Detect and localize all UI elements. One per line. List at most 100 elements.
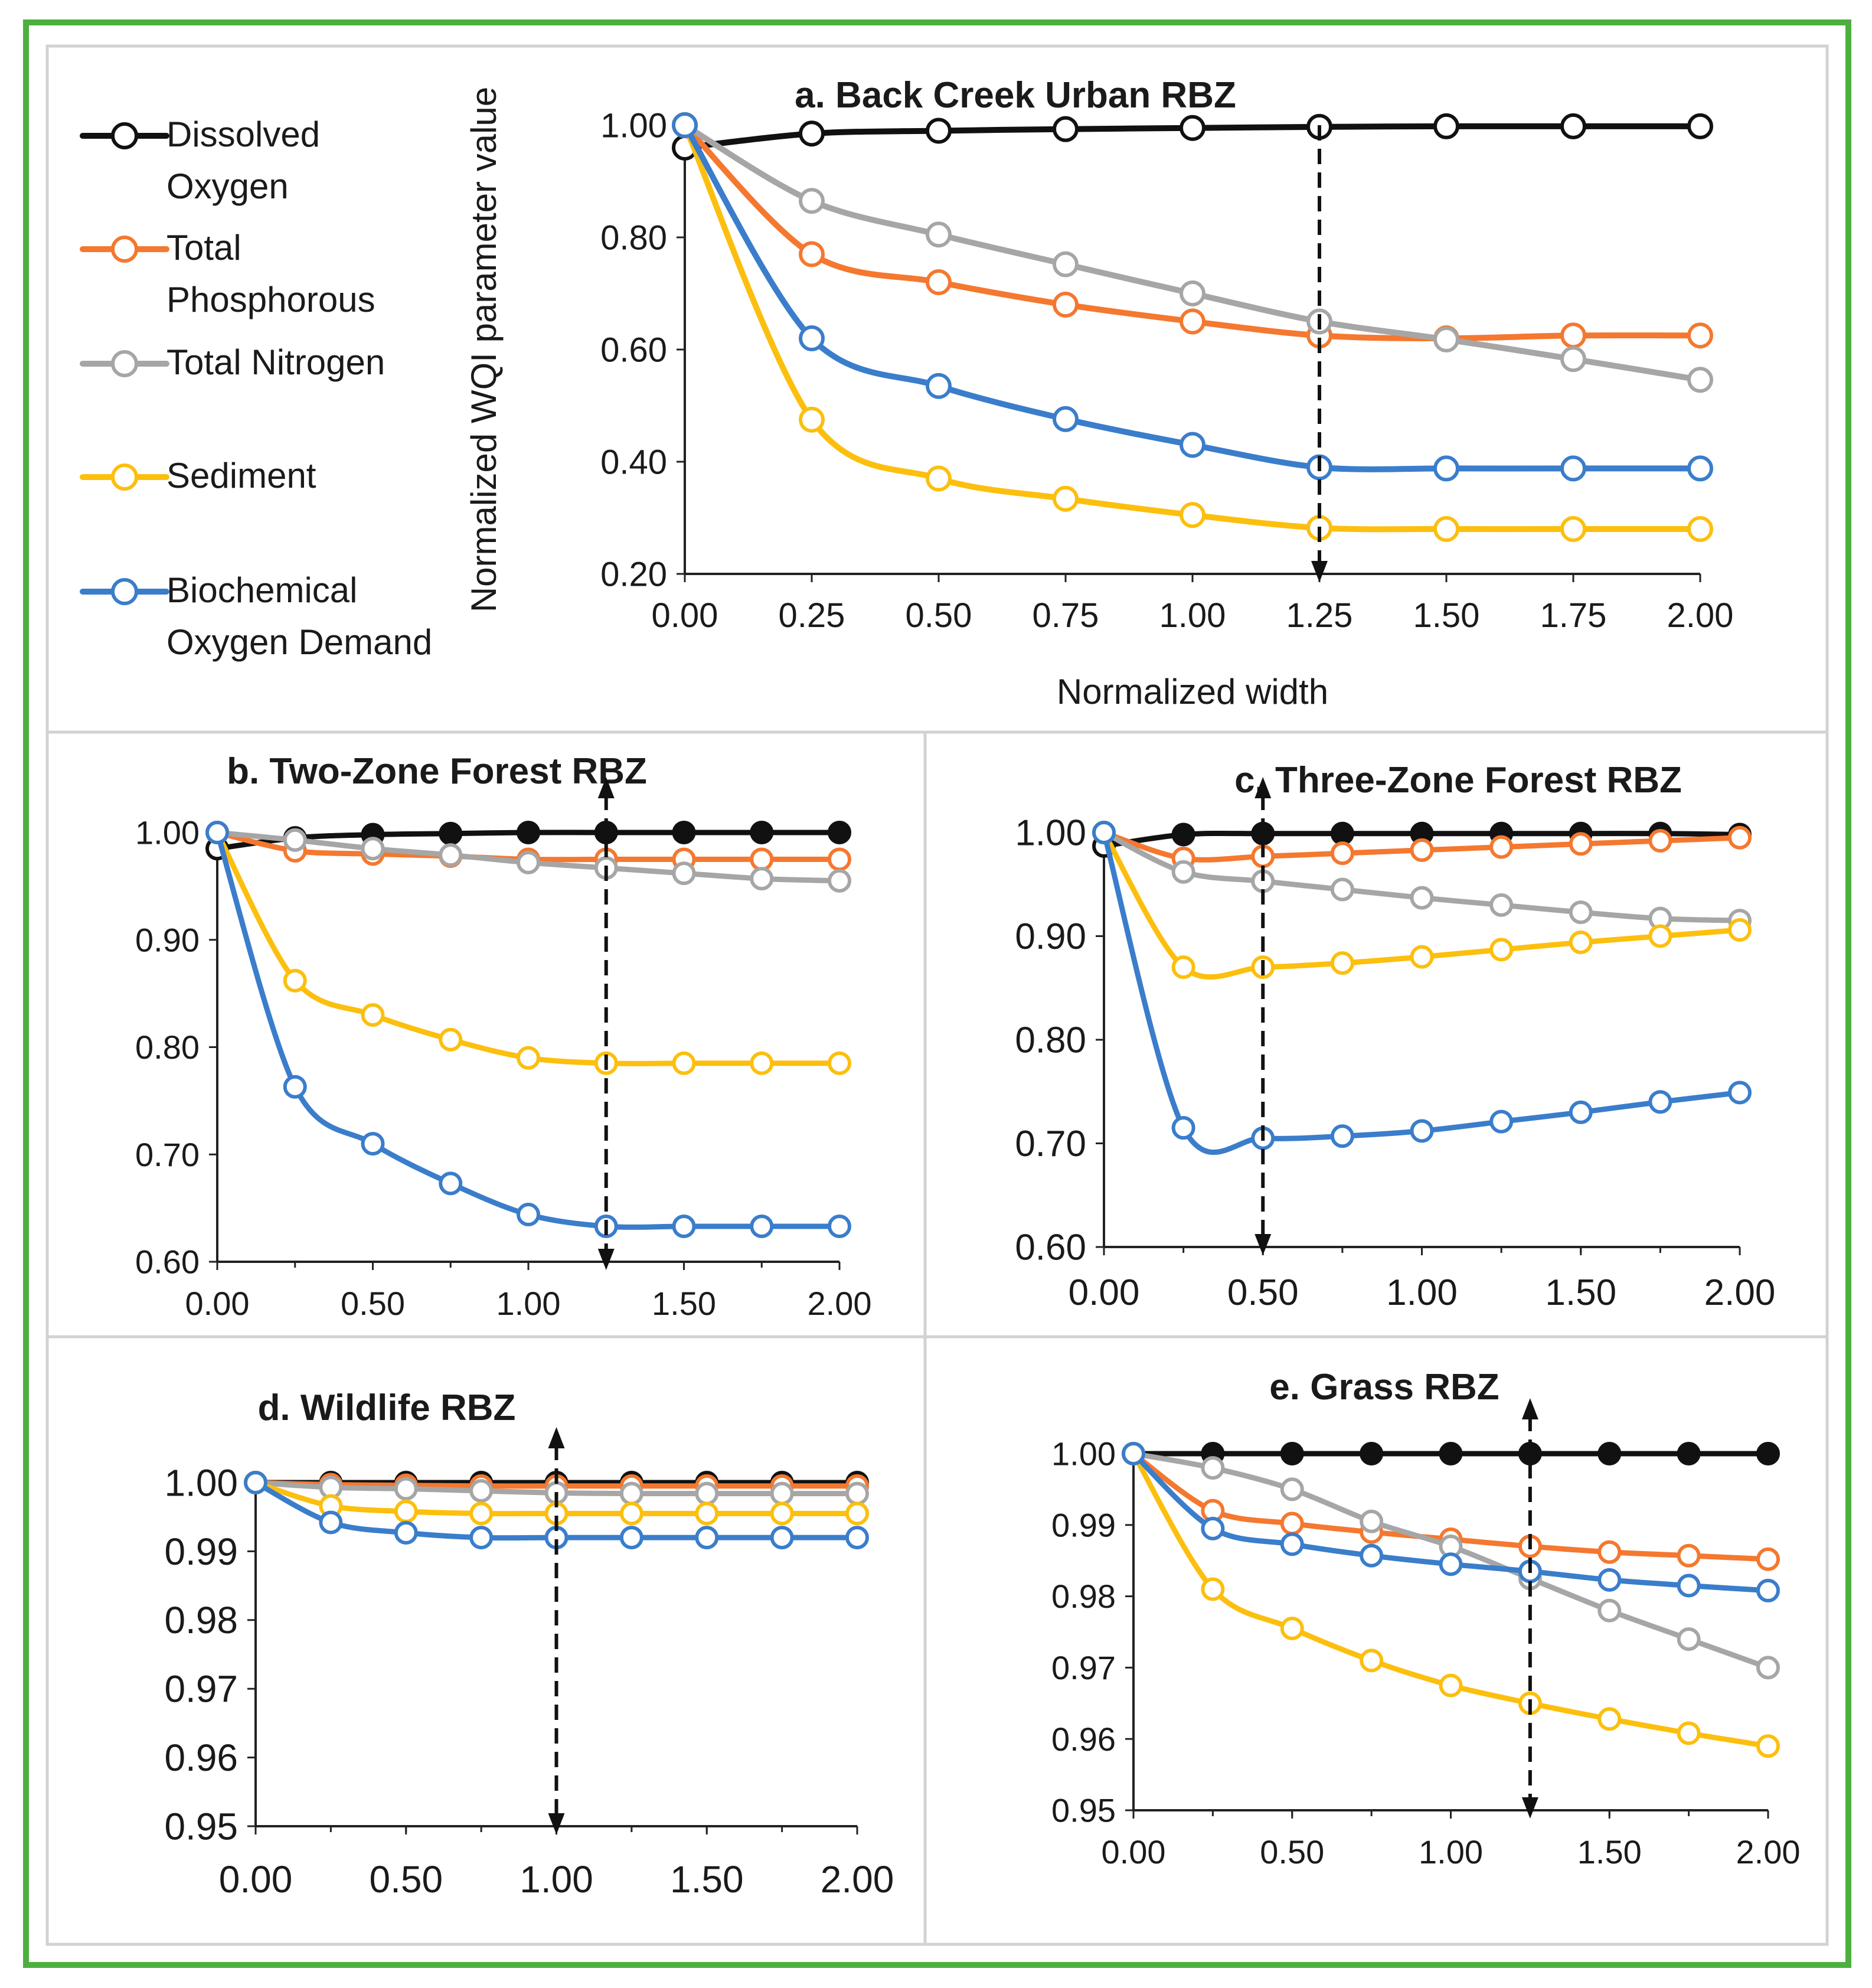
data-point — [439, 1171, 463, 1196]
data-point — [1280, 1477, 1304, 1501]
y-tick-label: 0.99 — [1051, 1506, 1116, 1543]
data-point — [1489, 938, 1514, 962]
y-tick-label: 1.00 — [1015, 813, 1086, 854]
data-point — [361, 1003, 385, 1027]
data-point — [1756, 1734, 1780, 1758]
y-tick-label: 0.80 — [600, 218, 667, 257]
data-point — [926, 373, 952, 399]
data-point — [517, 1046, 540, 1070]
data-point — [1433, 516, 1459, 542]
data-point — [1597, 1598, 1622, 1623]
data-point — [1433, 113, 1459, 139]
panel-d-wildlife: 0.95 0.96 0.97 0.98 0.99 1.00 0.00 0.50 1.00 1.50… — [164, 1388, 894, 1901]
data-point — [205, 821, 229, 844]
y-tick-label: 0.70 — [1015, 1124, 1086, 1164]
x-tick-label: 1.50 — [1413, 596, 1480, 635]
data-point — [1687, 455, 1713, 482]
panel-e-grass: 0.95 0.96 0.97 0.98 0.99 1.00 0.00 0.50 1.00 1.50… — [1051, 1367, 1801, 1871]
y-tick-label: 0.40 — [600, 443, 667, 481]
data-point — [1569, 1100, 1593, 1124]
data-point — [1410, 945, 1434, 969]
y-tick-label: 0.96 — [164, 1736, 238, 1779]
x-tick-label: 0.50 — [341, 1285, 405, 1322]
data-point — [439, 821, 463, 846]
data-point — [1677, 1627, 1701, 1651]
data-point — [1756, 1547, 1780, 1571]
legend: Dissolved Oxygen Total Phosphorous Total Nit… — [80, 115, 432, 662]
arrowhead-up-icon — [597, 777, 615, 798]
data-point — [1569, 832, 1593, 856]
y-tick-label: 0.80 — [1015, 1020, 1086, 1061]
data-point — [799, 188, 825, 214]
outer-frame — [23, 19, 1851, 1968]
data-point — [283, 828, 307, 852]
legend-label: Phosphorous — [166, 280, 375, 319]
data-point — [1597, 1568, 1622, 1592]
legend-swatch-marker — [111, 578, 138, 605]
panel-c-three-zone-forest: 0.60 0.70 0.80 0.90 1.00 0.00 0.50 1.00 1.50 2.00… — [1015, 760, 1775, 1313]
arrowhead-up-icon — [1521, 1398, 1538, 1419]
y-tick-label: 0.97 — [164, 1668, 238, 1710]
x-tick-label: 2.00 — [1667, 596, 1734, 635]
data-point — [1180, 502, 1205, 528]
legend-item: Dissolved Oxygen — [80, 115, 320, 206]
data-point — [394, 1477, 418, 1501]
data-point — [1280, 1512, 1304, 1536]
data-point — [1053, 251, 1079, 278]
series-sediment — [205, 821, 851, 1075]
legend-swatch-marker — [111, 122, 138, 149]
data-point — [1648, 924, 1672, 948]
x-tick-label: 2.00 — [821, 1858, 894, 1901]
chart-title: e. Grass RBZ — [1269, 1367, 1499, 1408]
data-point — [1171, 1116, 1195, 1140]
legend-item: Total Nitrogen — [80, 342, 385, 382]
data-point — [1489, 835, 1514, 859]
data-point — [1280, 1442, 1304, 1465]
data-point — [1687, 322, 1713, 349]
data-point — [750, 847, 774, 871]
data-point — [1569, 931, 1593, 955]
series-biochemical-oxygen-demand — [205, 821, 851, 1239]
data-point — [1410, 838, 1434, 862]
series-biochemical-oxygen-demand — [1122, 1442, 1780, 1602]
data-point — [1439, 1673, 1463, 1698]
arrowhead-up-icon — [548, 1427, 565, 1448]
data-point — [672, 821, 696, 844]
data-point — [1122, 1442, 1145, 1465]
data-point — [828, 821, 851, 844]
data-point — [1330, 841, 1354, 866]
y-tick-label: 0.95 — [164, 1805, 238, 1847]
x-tick-label: 1.75 — [1540, 596, 1607, 635]
data-point — [244, 1471, 267, 1494]
data-point — [750, 1051, 774, 1075]
x-tick-label: 1.00 — [1386, 1272, 1458, 1313]
inner-frame — [45, 44, 1829, 1946]
data-point — [1092, 821, 1116, 844]
data-point — [1053, 292, 1079, 318]
data-point — [283, 1075, 307, 1099]
arrowhead-down-icon — [597, 1249, 615, 1270]
data-point — [1360, 1509, 1384, 1533]
data-point — [283, 968, 307, 993]
y-tick-label: 1.00 — [164, 1461, 238, 1504]
x-tick-label: 0.25 — [779, 596, 845, 635]
series-line — [1101, 830, 1743, 1155]
y-tick-label: 0.96 — [1051, 1721, 1116, 1758]
data-point — [1201, 1516, 1225, 1540]
data-point — [695, 1526, 719, 1550]
x-tick-label: 0.50 — [369, 1858, 443, 1901]
data-point — [517, 821, 540, 844]
y-tick-label: 1.00 — [600, 106, 667, 145]
data-point — [517, 1203, 540, 1227]
x-tick-label: 0.00 — [1102, 1833, 1166, 1871]
data-point — [1330, 877, 1354, 902]
data-point — [1053, 406, 1079, 432]
data-point — [828, 1051, 851, 1075]
arrowhead-down-icon — [1521, 1797, 1538, 1819]
y-axis-label: Normalized WQI parameter value — [464, 87, 504, 612]
series-biochemical-oxygen-demand — [672, 112, 1713, 482]
data-point — [1180, 280, 1205, 306]
y-tick-label: 0.60 — [1015, 1228, 1086, 1268]
data-point — [619, 1501, 643, 1526]
